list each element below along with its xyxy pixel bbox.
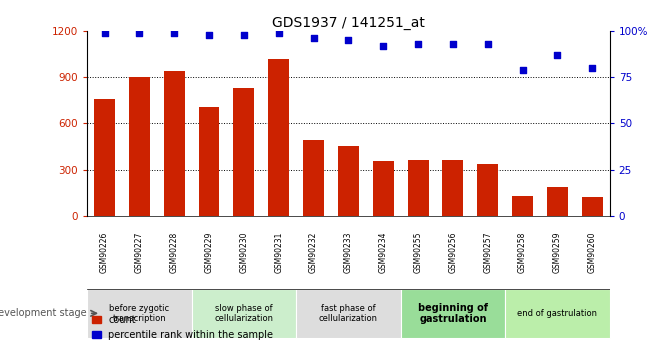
- Text: GSM90227: GSM90227: [135, 231, 144, 273]
- Bar: [192, 288, 296, 338]
- Bar: [233, 88, 255, 216]
- Bar: [338, 146, 359, 216]
- Text: GSM90226: GSM90226: [100, 231, 109, 273]
- Text: fast phase of
cellularization: fast phase of cellularization: [319, 304, 378, 323]
- Text: GSM90233: GSM90233: [344, 231, 353, 273]
- Point: [378, 43, 389, 49]
- Bar: [477, 164, 498, 216]
- Point: [448, 41, 458, 47]
- Text: GSM90230: GSM90230: [239, 231, 249, 273]
- Point: [273, 30, 284, 36]
- Point: [239, 32, 249, 38]
- Text: GSM90228: GSM90228: [170, 231, 179, 273]
- Text: GSM90231: GSM90231: [274, 231, 283, 273]
- Text: GSM90234: GSM90234: [379, 231, 388, 273]
- Text: GSM90255: GSM90255: [413, 231, 423, 273]
- Point: [552, 52, 563, 58]
- Text: GSM90259: GSM90259: [553, 231, 562, 273]
- Bar: [94, 99, 115, 216]
- Point: [517, 67, 528, 73]
- Text: end of gastrulation: end of gastrulation: [517, 309, 598, 318]
- Text: GSM90257: GSM90257: [483, 231, 492, 273]
- Point: [308, 36, 319, 41]
- Bar: [268, 59, 289, 216]
- Legend: count, percentile rank within the sample: count, percentile rank within the sample: [92, 315, 273, 340]
- Text: development stage: development stage: [0, 308, 87, 318]
- Bar: [373, 161, 394, 216]
- Bar: [582, 197, 603, 216]
- Point: [169, 30, 180, 36]
- Point: [413, 41, 423, 47]
- Bar: [407, 160, 429, 216]
- Text: before zygotic
transcription: before zygotic transcription: [109, 304, 170, 323]
- Bar: [547, 187, 568, 216]
- Title: GDS1937 / 141251_at: GDS1937 / 141251_at: [272, 16, 425, 30]
- Text: GSM90229: GSM90229: [204, 231, 214, 273]
- Point: [343, 38, 354, 43]
- Bar: [296, 288, 401, 338]
- Bar: [198, 107, 220, 216]
- Bar: [505, 288, 610, 338]
- Bar: [401, 288, 505, 338]
- Text: GSM90260: GSM90260: [588, 231, 597, 273]
- Text: beginning of
gastrulation: beginning of gastrulation: [418, 303, 488, 324]
- Point: [204, 32, 214, 38]
- Bar: [129, 77, 150, 216]
- Point: [134, 30, 145, 36]
- Bar: [442, 160, 464, 216]
- Text: GSM90232: GSM90232: [309, 231, 318, 273]
- Bar: [163, 71, 185, 216]
- Bar: [87, 288, 192, 338]
- Bar: [512, 196, 533, 216]
- Text: GSM90256: GSM90256: [448, 231, 458, 273]
- Point: [587, 65, 598, 71]
- Text: GSM90258: GSM90258: [518, 231, 527, 273]
- Point: [482, 41, 493, 47]
- Bar: [303, 140, 324, 216]
- Point: [99, 30, 110, 36]
- Text: slow phase of
cellularization: slow phase of cellularization: [214, 304, 273, 323]
